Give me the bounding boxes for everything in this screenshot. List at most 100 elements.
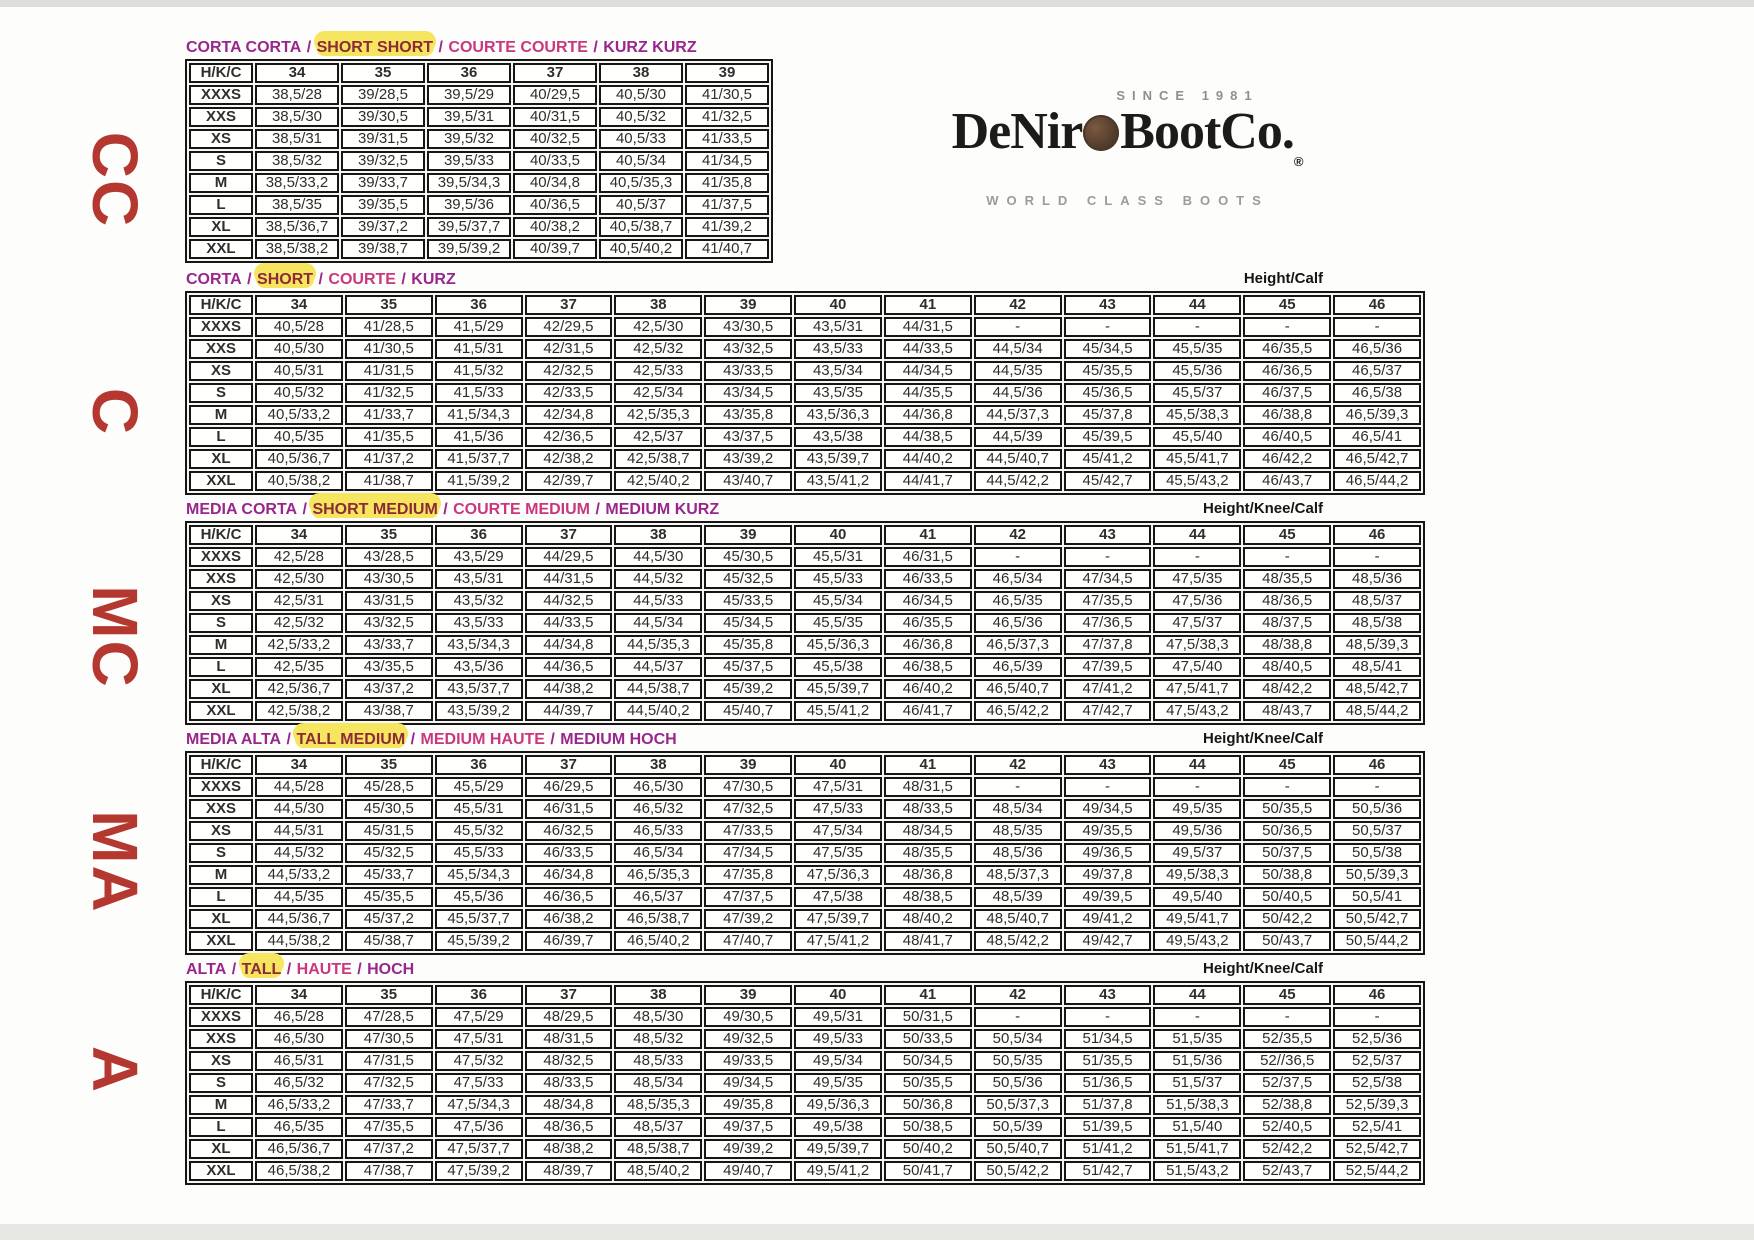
size-cell: 44/41,7	[883, 471, 972, 491]
size-cell: 49,5/33	[794, 1029, 882, 1049]
size-column-header: 43	[1063, 755, 1152, 775]
size-cell: 46,5/35,3	[614, 865, 703, 885]
title-part: SHORT MEDIUM	[311, 501, 439, 518]
brand-logo: SINCE 1981 DeNir BootCo.® WORLD CLASS BOO…	[900, 88, 1355, 208]
size-cell: 41/30,5	[685, 85, 769, 105]
size-column-header: 39	[704, 755, 793, 775]
size-cell: 43/37,2	[344, 679, 433, 699]
size-column-header: 37	[524, 295, 613, 315]
size-cell: 47/39,5	[1063, 657, 1152, 677]
size-cell: 44,5/32	[255, 843, 343, 863]
size-cell: 46/36,5	[1243, 361, 1332, 381]
size-cell: 41,5/32	[434, 361, 523, 381]
row-label: XL	[189, 217, 253, 237]
size-table-block-cc: CORTA CORTA / SHORT SHORT / COURTE COURT…	[185, 38, 773, 263]
size-cell: 46/38,8	[1243, 405, 1332, 425]
corner-label: H/K/C	[189, 63, 253, 83]
size-cell: 46,5/39	[973, 657, 1062, 677]
row-label: XS	[189, 361, 253, 381]
table-row: M 40,5/33,2 41/33,7 41,5/34,3 42/34,8 42,5/35…	[189, 405, 1421, 425]
size-cell: 47/35,5	[1063, 591, 1152, 611]
size-cell: 49/34,5	[1063, 799, 1152, 819]
size-cell: 43/39,2	[704, 449, 793, 469]
size-cell: 43/30,5	[704, 317, 793, 337]
size-cell: -	[973, 547, 1062, 567]
size-cell: 47/37,8	[1063, 635, 1152, 655]
size-cell: 52,5/42,7	[1333, 1139, 1421, 1159]
size-cell: 48,5/36	[973, 843, 1062, 863]
title-part: ALTA	[186, 961, 227, 978]
size-cell: 46,5/38,2	[255, 1161, 343, 1181]
size-cell: 46,5/44,2	[1333, 471, 1421, 491]
size-cell: 41/32,5	[685, 107, 769, 127]
size-cell: 52,5/44,2	[1333, 1161, 1421, 1181]
title-part: SHORT SHORT	[315, 39, 435, 56]
size-column-header: 41	[883, 755, 972, 775]
size-column-header: 44	[1153, 755, 1242, 775]
size-cell: 46,5/35	[973, 591, 1062, 611]
size-cell: 42,5/35	[255, 657, 343, 677]
size-cell: 45/28,5	[344, 777, 433, 797]
size-cell: 42,5/38,7	[614, 449, 703, 469]
row-label: M	[189, 635, 253, 655]
row-label: M	[189, 1095, 253, 1115]
size-cell: 47/32,5	[704, 799, 793, 819]
size-cell: 49/42,7	[1063, 931, 1152, 951]
size-cell: 44,5/39	[973, 427, 1062, 447]
size-cell: 38,5/30	[255, 107, 339, 127]
size-cell: 50/34,5	[883, 1051, 972, 1071]
size-cell: 51,5/38,3	[1153, 1095, 1242, 1115]
title-separator: /	[406, 731, 420, 748]
size-cell: 40,5/36,7	[255, 449, 343, 469]
size-table-block-c: CORTA / SHORT / COURTE / KURZ Height/Calf…	[185, 270, 1425, 495]
size-column-header: 45	[1243, 295, 1332, 315]
size-cell: 49,5/41,2	[794, 1161, 882, 1181]
size-cell: 43/37,5	[704, 427, 793, 447]
size-cell: 51/36,5	[1063, 1073, 1152, 1093]
size-cell: 47/28,5	[344, 1007, 433, 1027]
size-cell: 40,5/33,2	[255, 405, 343, 425]
size-cell: 40,5/28	[255, 317, 343, 337]
size-column-header: 46	[1333, 755, 1421, 775]
size-cell: 39,5/33	[427, 151, 511, 171]
size-cell: 46,5/39,3	[1333, 405, 1421, 425]
size-cell: 45,5/31	[434, 799, 523, 819]
size-cell: 44,5/36	[973, 383, 1062, 403]
size-column-header: 46	[1333, 295, 1421, 315]
table-row: S 44,5/32 45/32,5 45,5/33 46/33,5 46,5/34 47/3…	[189, 843, 1421, 863]
size-cell: 47,5/43,2	[1153, 701, 1242, 721]
size-cell: 41,5/29	[434, 317, 523, 337]
size-cell: 45,5/37,7	[434, 909, 523, 929]
size-cell: 48,5/35	[973, 821, 1062, 841]
size-cell: 48/29,5	[524, 1007, 613, 1027]
size-cell: 43,5/33	[434, 613, 523, 633]
size-column-header: 40	[794, 295, 882, 315]
size-table-block-ma: MEDIA ALTA / TALL MEDIUM / MEDIUM HAUTE …	[185, 730, 1425, 955]
size-cell: 48,5/40,2	[614, 1161, 703, 1181]
size-cell: 43/38,7	[344, 701, 433, 721]
title-part: HOCH	[367, 961, 415, 978]
size-cell: 41/39,2	[685, 217, 769, 237]
size-cell: 48/40,2	[883, 909, 972, 929]
size-cell: 46,5/30	[255, 1029, 343, 1049]
size-cell: 46,5/28	[255, 1007, 343, 1027]
size-cell: 48/42,2	[1243, 679, 1332, 699]
height-measure-label: Height/Calf	[1243, 270, 1323, 287]
size-cell: 45/35,5	[1063, 361, 1152, 381]
size-table-c: H/K/C 34 35 36 37 38 39 40 41 42 43 44 45 46 XXXS 40,5/…	[185, 291, 1425, 495]
size-column-header: 37	[524, 755, 613, 775]
size-cell: 42,5/34	[614, 383, 703, 403]
title-part: MEDIUM HAUTE	[420, 731, 545, 748]
size-cell: 39/38,7	[341, 239, 425, 259]
size-cell: 48/41,7	[883, 931, 972, 951]
size-cell: 47/34,5	[1063, 569, 1152, 589]
size-cell: 50/35,5	[883, 1073, 972, 1093]
size-cell: 43,5/29	[434, 547, 523, 567]
size-cell: 49/41,2	[1063, 909, 1152, 929]
size-column-header: 36	[427, 63, 511, 83]
table-row: M 46,5/33,2 47/33,7 47,5/34,3 48/34,8 48,5/35…	[189, 1095, 1421, 1115]
size-cell: 51,5/37	[1153, 1073, 1242, 1093]
size-cell: 47,5/38,3	[1153, 635, 1242, 655]
scan-edge-bottom	[0, 1224, 1754, 1240]
size-cell: 46,5/41	[1333, 427, 1421, 447]
